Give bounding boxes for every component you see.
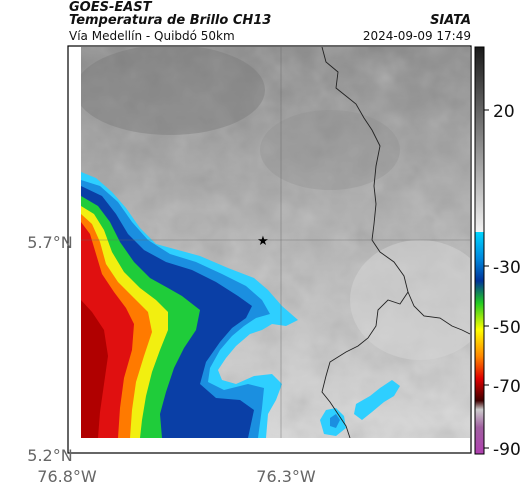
brightness-temperature-field: ★	[81, 47, 470, 438]
region-subtitle: Vía Medellín - Quibdó 50km	[69, 29, 235, 43]
product-title: Temperatura de Brillo CH13	[69, 13, 272, 28]
brand-label: SIATA	[430, 13, 471, 28]
boundary-line-east	[407, 291, 470, 335]
lon-label-76-3: 76.3°W	[256, 467, 316, 486]
timestamp: 2024-09-09 17:49	[362, 29, 471, 43]
colorbar: 20 -30 -50 -70 -90	[474, 46, 521, 460]
colorbar-label-neg50: -50	[493, 318, 521, 338]
satellite-name: GOES-EAST	[69, 0, 152, 15]
colorbar-label-neg70: -70	[493, 377, 521, 397]
colorbar-label-20: 20	[493, 102, 515, 122]
colorbar-label-neg30: -30	[493, 258, 521, 278]
boundary-line	[321, 47, 409, 438]
lat-label-5-7: 5.7°N	[27, 233, 72, 252]
colorbar-label-neg90: -90	[493, 440, 521, 460]
lon-label-76-8: 76.8°W	[37, 467, 97, 486]
darkred-region	[81, 300, 108, 438]
cyan-patch-east	[354, 380, 400, 420]
lat-label-5-2: 5.2°N	[27, 446, 72, 465]
location-star-icon: ★	[257, 234, 269, 249]
